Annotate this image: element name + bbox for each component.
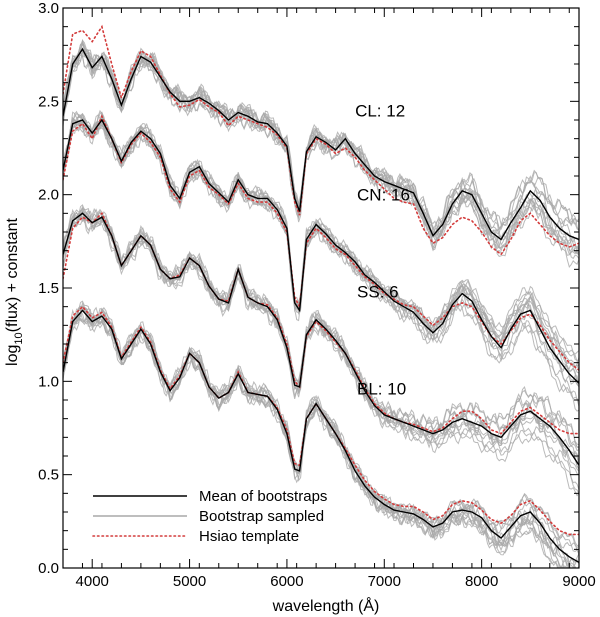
y-tick-label: 0.5: [38, 467, 59, 484]
x-tick-label: 8000: [465, 573, 498, 590]
group-labels: CL: 12 CN: 16 SS: 6 BL: 10: [355, 101, 410, 398]
y-tick-label: 1.0: [38, 373, 59, 390]
plot-frame: [62, 7, 580, 569]
legend-label: Mean of bootstraps: [199, 488, 327, 505]
y-axis-label-base: log: [4, 345, 21, 366]
legend-label: Bootstrap sampled: [199, 508, 324, 525]
y-axis-label-subscript: 10: [13, 332, 25, 344]
template-line-ss: [63, 211, 579, 435]
bootstrap-line-cn: [63, 111, 579, 386]
bootstrap-line-cn: [63, 121, 579, 412]
legend: Mean of bootstraps Bootstrap sampled Hsiao…: [92, 488, 327, 545]
y-tick-label: 1.5: [38, 280, 59, 297]
mean-line-cl: [63, 47, 579, 241]
y-tick-label: 0.0: [38, 560, 59, 577]
bootstrap-line-cl: [63, 50, 579, 256]
legend-label: Hsiao template: [199, 528, 299, 545]
axis-ticks: 4000 5000 6000 7000 8000 9000 0.0 0.5 1.0 1.5 2.0 2…: [38, 0, 596, 590]
bootstrap-line-cn: [63, 119, 579, 407]
bootstrap-line-bl: [63, 306, 576, 568]
mean-line-cn: [63, 118, 579, 384]
y-tick-label: 2.0: [38, 187, 59, 204]
mean-line-bl: [63, 309, 579, 564]
mean-lines: [63, 47, 579, 564]
x-tick-label: 9000: [562, 573, 595, 590]
bootstrap-line-ss: [63, 213, 579, 470]
group-label-ss: SS: 6: [357, 282, 399, 301]
x-tick-label: 4000: [76, 573, 109, 590]
hsiao-template-lines: [63, 24, 579, 536]
bootstrap-line-cn: [63, 119, 579, 403]
template-line-bl: [63, 305, 579, 536]
x-tick-label: 5000: [173, 573, 206, 590]
y-tick-label: 2.5: [38, 93, 59, 110]
bootstrap-line-cl: [63, 48, 579, 231]
x-tick-label: 7000: [368, 573, 401, 590]
x-axis-label: wavelength (Å): [272, 596, 380, 615]
bootstrap-line-cn: [63, 113, 579, 387]
template-line-cl: [63, 24, 579, 256]
y-axis-label-rest: (flux) + constant: [4, 218, 21, 333]
group-label-bl: BL: 10: [357, 379, 406, 398]
y-axis-label: log10(flux) + constant: [4, 218, 25, 366]
x-tick-label: 6000: [270, 573, 303, 590]
bootstrap-line-ss: [63, 217, 579, 494]
bootstrap-line-cn: [63, 111, 579, 370]
group-label-cl: CL: 12: [355, 101, 405, 120]
y-tick-label: 3.0: [38, 0, 59, 17]
mean-line-ss: [63, 212, 579, 466]
group-label-cn: CN: 16: [357, 185, 410, 204]
